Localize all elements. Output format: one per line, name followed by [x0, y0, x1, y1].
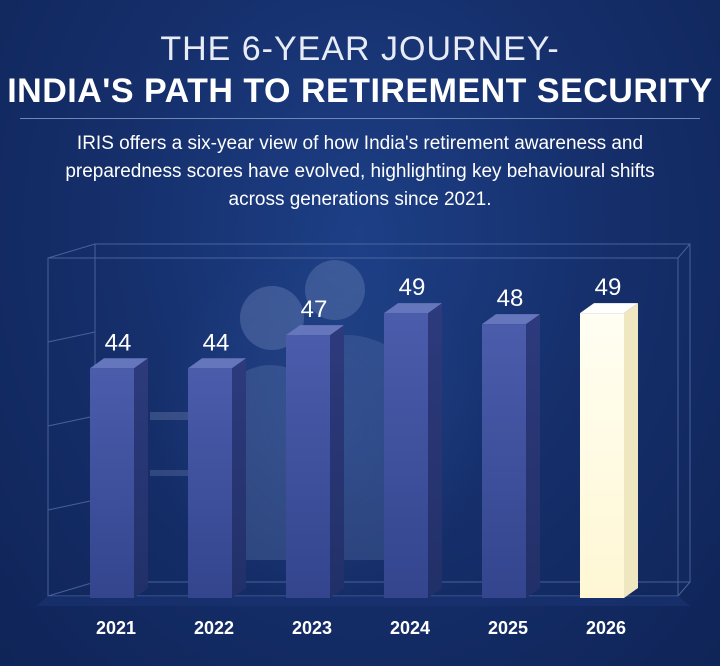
bar-front: [580, 313, 624, 598]
data-label-2024: 49: [399, 274, 426, 301]
bar-2022: [188, 358, 246, 598]
bar-front: [90, 368, 134, 598]
bar-side: [232, 358, 246, 598]
x-tick-2024: 2024: [390, 618, 430, 638]
bar-2021: [90, 358, 148, 598]
bar-top: [580, 303, 638, 314]
bar-front: [286, 335, 330, 598]
data-label-2025: 48: [497, 285, 524, 312]
title-divider: [20, 118, 700, 119]
bar-top: [90, 358, 148, 369]
page-title: INDIA'S PATH TO RETIREMENT SECURITY: [7, 72, 713, 110]
bar-top: [482, 314, 540, 325]
bar-side: [526, 314, 540, 598]
bar-2023: [286, 325, 344, 598]
bar-side: [624, 303, 638, 598]
x-tick-2025: 2025: [488, 618, 528, 638]
data-label-2021: 44: [105, 329, 132, 356]
title-line-1: THE 6-YEAR JOURNEY-: [160, 30, 560, 68]
bar-2024: [384, 303, 442, 598]
subtitle: IRIS offers a six-year view of how India…: [65, 133, 655, 210]
bar-front: [384, 313, 428, 598]
bar-2025: [482, 314, 540, 598]
bar-side: [428, 303, 442, 598]
x-tick-2023: 2023: [292, 618, 332, 638]
bar-front: [482, 324, 526, 598]
data-label-2023: 47: [301, 296, 328, 323]
data-label-2026: 49: [595, 274, 622, 301]
bar-side: [330, 325, 344, 598]
bar-front: [188, 368, 232, 598]
data-label-2022: 44: [203, 329, 230, 356]
bar-side: [134, 358, 148, 598]
bar-2026: [580, 303, 638, 598]
x-tick-2021: 2021: [96, 618, 136, 638]
bar-top: [286, 325, 344, 336]
bar-top: [188, 358, 246, 369]
bar-top: [384, 303, 442, 314]
x-tick-2022: 2022: [194, 618, 234, 638]
x-tick-2026: 2026: [586, 618, 626, 638]
